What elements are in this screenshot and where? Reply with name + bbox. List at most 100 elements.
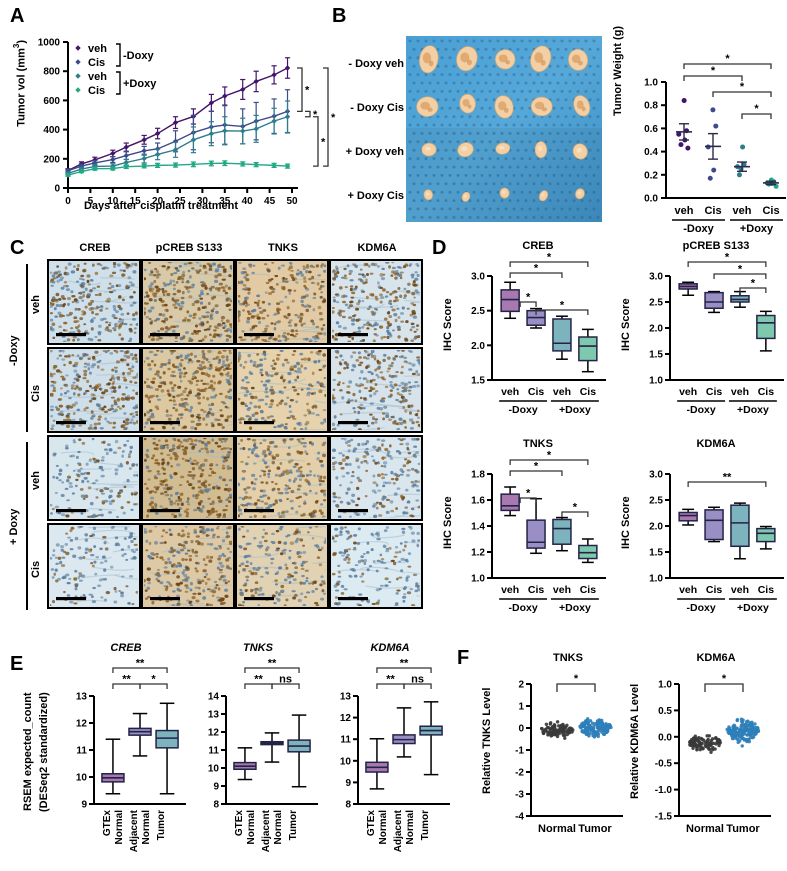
nucleus	[347, 444, 352, 447]
nucleus	[180, 301, 185, 305]
nucleus	[51, 507, 56, 511]
nucleus	[289, 368, 295, 372]
nucleus	[309, 351, 314, 354]
nucleus	[372, 481, 377, 485]
nucleus	[154, 476, 159, 480]
nucleus	[315, 325, 320, 328]
drape-dot	[480, 39, 484, 43]
nucleus	[100, 306, 104, 309]
nucleus	[363, 459, 368, 463]
nucleus	[152, 441, 156, 445]
scale-bar	[56, 421, 86, 425]
nucleus	[225, 367, 229, 370]
nucleus	[340, 295, 346, 299]
drape-dot	[520, 56, 524, 60]
nucleus	[64, 447, 69, 450]
drape-dot	[556, 182, 560, 186]
drape-dot	[432, 173, 436, 177]
nucleus	[239, 588, 243, 592]
nucleus	[336, 270, 340, 275]
nucleus	[191, 486, 196, 490]
drape-dot	[564, 98, 568, 102]
drape-dot	[424, 123, 428, 127]
nucleus	[297, 466, 301, 471]
nucleus	[392, 357, 396, 360]
nucleus	[60, 545, 65, 549]
nucleus	[271, 488, 275, 492]
nucleus	[339, 530, 343, 534]
nucleus	[150, 287, 155, 291]
nucleus	[298, 319, 303, 323]
nucleus	[380, 376, 385, 379]
nucleus	[111, 314, 116, 318]
nucleus	[226, 371, 230, 374]
nucleus	[320, 580, 326, 583]
nucleus	[260, 416, 265, 420]
nucleus	[94, 312, 99, 316]
group-label: -Doxy	[683, 223, 714, 235]
nucleus	[184, 540, 189, 545]
nucleus	[390, 509, 395, 513]
drape-dot	[480, 157, 484, 161]
nucleus	[83, 323, 87, 326]
nucleus	[65, 463, 69, 467]
nucleus	[282, 332, 287, 335]
drape-dot	[484, 115, 488, 119]
nucleus	[184, 446, 189, 450]
nucleus	[317, 274, 322, 277]
nucleus	[98, 578, 103, 582]
nucleus	[374, 418, 379, 421]
nucleus	[156, 568, 160, 571]
nucleus	[332, 465, 336, 468]
nucleus	[176, 594, 180, 598]
nucleus	[190, 352, 193, 356]
nucleus	[413, 445, 418, 448]
panel-a-label: A	[10, 5, 25, 27]
nucleus	[81, 286, 85, 289]
drape-dot	[596, 215, 600, 219]
nucleus	[134, 381, 138, 384]
drape-dot	[540, 131, 544, 135]
nucleus	[261, 451, 266, 456]
nucleus	[156, 462, 160, 465]
nucleus	[148, 502, 152, 506]
nucleus	[85, 389, 90, 392]
nucleus	[361, 299, 365, 303]
drape-dot	[440, 207, 444, 211]
nucleus	[98, 415, 102, 419]
nucleus	[259, 409, 264, 414]
nucleus	[339, 389, 343, 392]
nucleus	[265, 481, 269, 485]
nucleus	[257, 320, 262, 325]
nucleus	[399, 542, 403, 545]
tissue-stroma	[159, 350, 197, 354]
nucleus	[221, 362, 226, 367]
legend-label-1: Cis	[88, 57, 105, 69]
nucleus	[192, 313, 196, 317]
nucleus	[216, 368, 221, 371]
nucleus	[278, 566, 282, 570]
drape-dot	[524, 199, 528, 203]
nucleus	[130, 492, 134, 496]
nucleus	[348, 574, 352, 577]
drape-dot	[440, 56, 444, 60]
nucleus	[254, 395, 258, 400]
nucleus	[132, 421, 137, 425]
drape-dot	[520, 106, 524, 110]
nucleus	[297, 440, 301, 443]
nucleus	[94, 426, 97, 430]
nucleus	[323, 540, 326, 544]
nucleus	[67, 262, 72, 266]
drape-dot	[476, 165, 480, 169]
drape-dot	[592, 123, 596, 127]
drape-dot	[584, 89, 588, 93]
drape-dot	[412, 165, 416, 169]
nucleus	[206, 577, 211, 581]
nucleus	[189, 581, 193, 586]
nucleus	[120, 594, 125, 598]
drape-dot	[556, 148, 560, 152]
nucleus	[154, 319, 157, 322]
nucleus	[70, 454, 76, 458]
nucleus	[182, 319, 187, 322]
nucleus	[50, 557, 53, 560]
